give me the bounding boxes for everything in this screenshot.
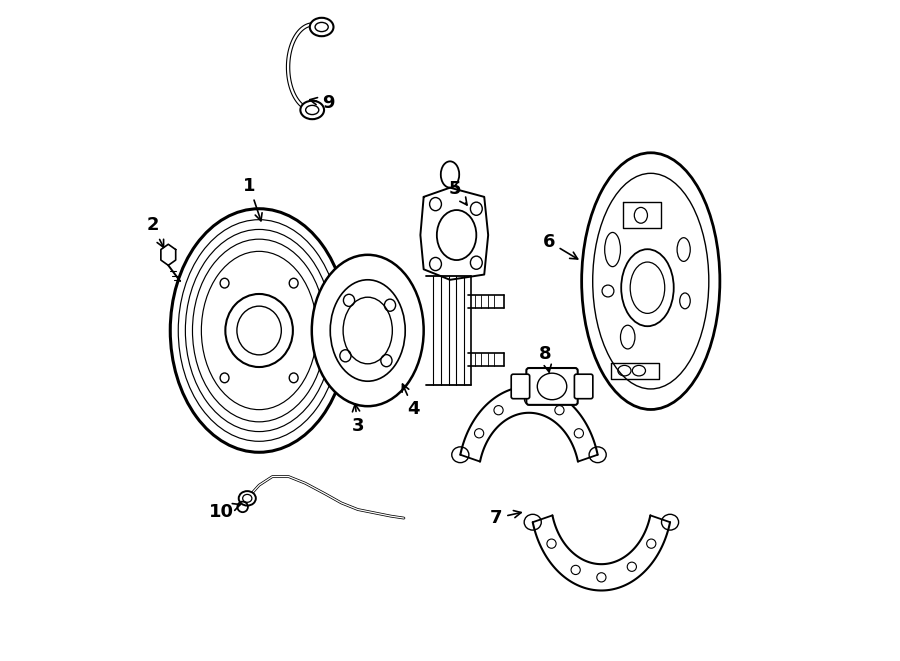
Text: 4: 4 (402, 384, 420, 418)
Ellipse shape (301, 100, 324, 119)
FancyBboxPatch shape (574, 374, 593, 399)
FancyBboxPatch shape (511, 374, 529, 399)
Text: 8: 8 (539, 344, 552, 372)
Ellipse shape (310, 18, 334, 36)
Text: 2: 2 (146, 216, 164, 247)
Ellipse shape (170, 209, 348, 452)
Ellipse shape (581, 153, 720, 409)
Text: 6: 6 (543, 233, 578, 259)
Text: 7: 7 (490, 509, 521, 527)
Text: 5: 5 (449, 180, 467, 205)
Text: 3: 3 (352, 405, 365, 435)
Ellipse shape (311, 254, 424, 407)
Ellipse shape (238, 491, 256, 506)
Text: 9: 9 (310, 95, 335, 112)
Text: 1: 1 (243, 176, 262, 221)
Text: 10: 10 (209, 502, 240, 520)
FancyBboxPatch shape (526, 368, 578, 405)
